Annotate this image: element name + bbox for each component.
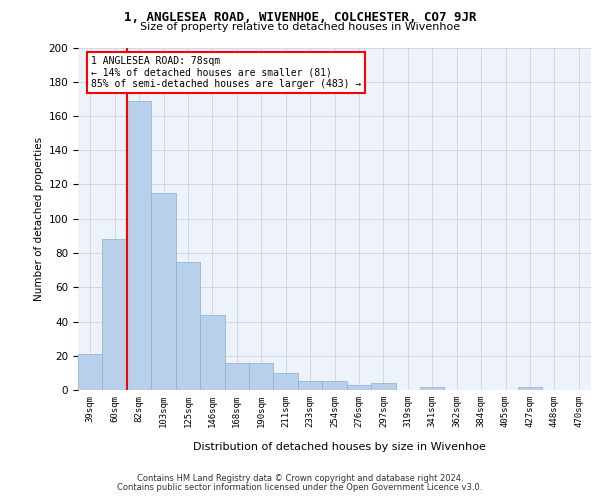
- Bar: [249, 362, 274, 390]
- Bar: [200, 314, 224, 390]
- Text: Distribution of detached houses by size in Wivenhoe: Distribution of detached houses by size …: [193, 442, 485, 452]
- Bar: [103, 240, 127, 390]
- Bar: [78, 354, 103, 390]
- Bar: [274, 373, 298, 390]
- Text: 1, ANGLESEA ROAD, WIVENHOE, COLCHESTER, CO7 9JR: 1, ANGLESEA ROAD, WIVENHOE, COLCHESTER, …: [124, 11, 476, 24]
- Bar: [347, 385, 371, 390]
- Text: Size of property relative to detached houses in Wivenhoe: Size of property relative to detached ho…: [140, 22, 460, 32]
- Bar: [518, 386, 542, 390]
- Bar: [176, 262, 200, 390]
- Bar: [298, 382, 322, 390]
- Bar: [420, 386, 445, 390]
- Bar: [151, 193, 176, 390]
- Y-axis label: Number of detached properties: Number of detached properties: [34, 136, 44, 301]
- Bar: [224, 362, 249, 390]
- Text: Contains public sector information licensed under the Open Government Licence v3: Contains public sector information licen…: [118, 483, 482, 492]
- Text: 1 ANGLESEA ROAD: 78sqm
← 14% of detached houses are smaller (81)
85% of semi-det: 1 ANGLESEA ROAD: 78sqm ← 14% of detached…: [91, 56, 361, 90]
- Bar: [322, 382, 347, 390]
- Bar: [127, 100, 151, 390]
- Text: Contains HM Land Registry data © Crown copyright and database right 2024.: Contains HM Land Registry data © Crown c…: [137, 474, 463, 483]
- Bar: [371, 383, 395, 390]
